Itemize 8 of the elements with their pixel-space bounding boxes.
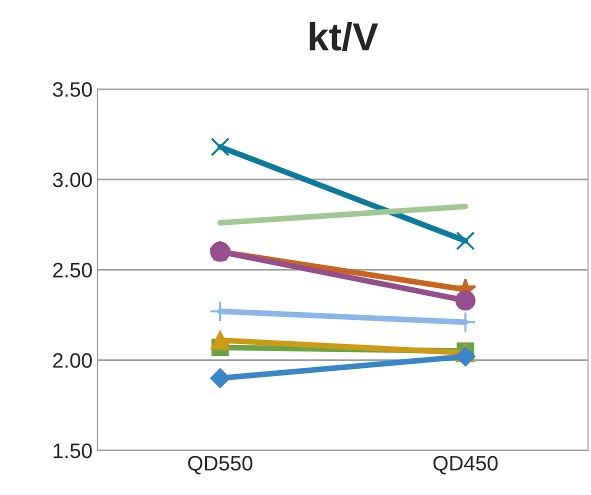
y-tick-label: 3.00 [52,172,92,188]
y-tick-label: 3.50 [52,82,92,97]
y-tick-label: 1.50 [54,443,92,458]
y-tick-label: 2.00 [53,353,92,368]
chart-title: kt/V [310,22,378,51]
y-tick-label: 2.50 [53,262,92,278]
x-tick-label: QD450 [433,456,498,474]
x-tick-label: QD550 [188,456,252,474]
